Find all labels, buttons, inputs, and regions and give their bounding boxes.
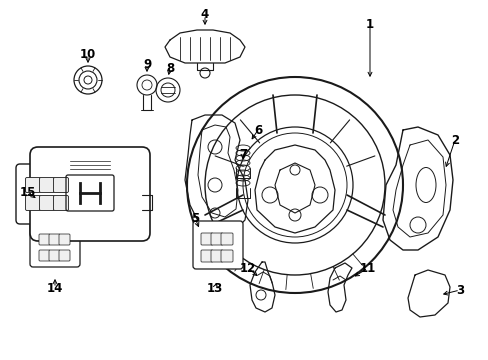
- FancyBboxPatch shape: [49, 250, 60, 261]
- FancyBboxPatch shape: [40, 177, 54, 193]
- FancyBboxPatch shape: [25, 195, 41, 211]
- Text: 10: 10: [80, 49, 96, 62]
- Text: 13: 13: [206, 282, 223, 294]
- FancyBboxPatch shape: [221, 250, 232, 262]
- Text: 14: 14: [47, 282, 63, 294]
- Text: 4: 4: [201, 9, 209, 22]
- Text: 15: 15: [20, 185, 36, 198]
- Text: 11: 11: [359, 261, 375, 274]
- FancyBboxPatch shape: [59, 234, 70, 245]
- Text: 1: 1: [365, 18, 373, 31]
- FancyBboxPatch shape: [53, 177, 68, 193]
- Text: 7: 7: [239, 148, 246, 162]
- Text: 3: 3: [455, 284, 463, 297]
- FancyBboxPatch shape: [39, 250, 50, 261]
- FancyBboxPatch shape: [193, 221, 243, 269]
- Text: 12: 12: [240, 261, 256, 274]
- FancyBboxPatch shape: [201, 250, 213, 262]
- FancyBboxPatch shape: [25, 177, 41, 193]
- FancyBboxPatch shape: [221, 233, 232, 245]
- Text: 8: 8: [165, 62, 174, 75]
- Text: 2: 2: [450, 134, 458, 147]
- FancyBboxPatch shape: [53, 195, 68, 211]
- FancyBboxPatch shape: [210, 250, 223, 262]
- FancyBboxPatch shape: [59, 250, 70, 261]
- FancyBboxPatch shape: [30, 221, 80, 267]
- FancyBboxPatch shape: [39, 234, 50, 245]
- FancyBboxPatch shape: [40, 195, 54, 211]
- FancyBboxPatch shape: [30, 147, 150, 241]
- FancyBboxPatch shape: [49, 234, 60, 245]
- Text: 6: 6: [253, 123, 262, 136]
- FancyBboxPatch shape: [16, 164, 80, 224]
- FancyBboxPatch shape: [210, 233, 223, 245]
- FancyBboxPatch shape: [201, 233, 213, 245]
- Text: 5: 5: [190, 211, 199, 225]
- Text: 9: 9: [142, 58, 151, 72]
